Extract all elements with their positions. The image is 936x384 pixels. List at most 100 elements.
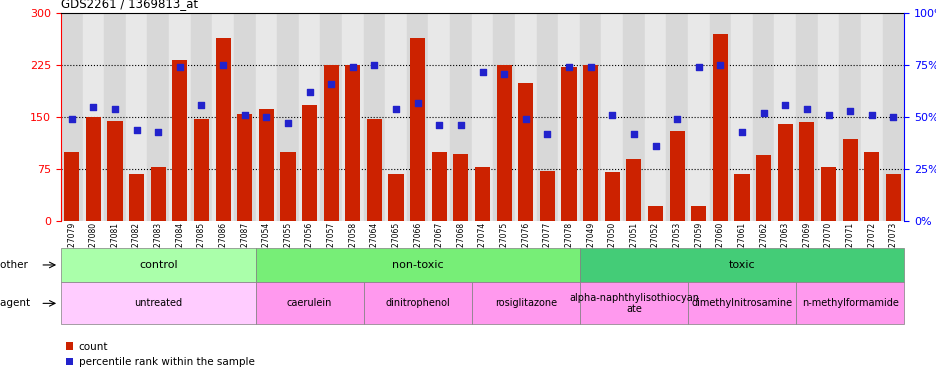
Bar xyxy=(215,38,230,221)
Point xyxy=(604,112,619,118)
Bar xyxy=(539,171,554,221)
Point xyxy=(410,99,425,106)
Bar xyxy=(256,282,363,324)
Bar xyxy=(582,65,597,221)
Point xyxy=(345,64,360,70)
Point xyxy=(496,71,511,77)
Bar xyxy=(172,60,187,221)
Bar xyxy=(320,13,342,221)
Bar xyxy=(147,13,168,221)
Bar xyxy=(151,167,166,221)
Point xyxy=(863,112,878,118)
Bar xyxy=(601,13,622,221)
Bar xyxy=(194,119,209,221)
Bar xyxy=(841,139,856,221)
Bar xyxy=(388,174,403,221)
Bar xyxy=(61,282,256,324)
Bar xyxy=(190,13,212,221)
Bar xyxy=(237,114,252,221)
Bar xyxy=(796,282,903,324)
Bar xyxy=(796,13,817,221)
Bar xyxy=(61,248,256,282)
Point xyxy=(367,62,382,68)
Bar xyxy=(691,205,706,221)
Bar xyxy=(625,159,641,221)
Bar xyxy=(515,13,536,221)
Point xyxy=(755,110,770,116)
Text: alpha-naphthylisothiocyan
ate: alpha-naphthylisothiocyan ate xyxy=(568,293,698,314)
Bar xyxy=(471,282,579,324)
Legend: count, percentile rank within the sample: count, percentile rank within the sample xyxy=(66,342,255,367)
Point xyxy=(65,116,80,122)
Text: GDS2261 / 1369813_at: GDS2261 / 1369813_at xyxy=(61,0,197,10)
Bar xyxy=(882,13,903,221)
Bar xyxy=(518,83,533,221)
Bar xyxy=(256,13,277,221)
Point xyxy=(301,89,316,95)
Bar xyxy=(561,67,576,221)
Point xyxy=(194,102,209,108)
Text: other: other xyxy=(0,260,31,270)
Point xyxy=(215,62,230,68)
Point xyxy=(258,114,273,120)
Bar xyxy=(342,13,363,221)
Bar xyxy=(363,13,385,221)
Point xyxy=(453,122,468,129)
Bar xyxy=(61,13,82,221)
Bar xyxy=(885,174,900,221)
Bar xyxy=(752,13,774,221)
Bar xyxy=(428,13,449,221)
Bar xyxy=(644,13,665,221)
Text: control: control xyxy=(139,260,177,270)
Point xyxy=(129,126,144,132)
Bar xyxy=(839,13,860,221)
Point xyxy=(151,129,166,135)
Text: untreated: untreated xyxy=(134,298,183,308)
Bar xyxy=(344,65,360,221)
Point xyxy=(431,122,446,129)
Bar xyxy=(734,174,749,221)
Bar xyxy=(258,109,273,221)
Bar xyxy=(496,65,511,221)
Point xyxy=(237,112,252,118)
Bar xyxy=(385,13,406,221)
Bar xyxy=(256,248,579,282)
Bar xyxy=(648,205,663,221)
Bar xyxy=(687,13,709,221)
Bar xyxy=(64,152,80,221)
Point xyxy=(648,143,663,149)
Bar xyxy=(712,34,727,221)
Point xyxy=(561,64,576,70)
Bar xyxy=(558,13,579,221)
Bar xyxy=(755,155,770,221)
Text: agent: agent xyxy=(0,298,34,308)
Bar xyxy=(82,13,104,221)
Bar xyxy=(860,13,882,221)
Bar xyxy=(406,13,428,221)
Bar xyxy=(323,65,339,221)
Bar xyxy=(669,131,684,221)
Point xyxy=(626,131,641,137)
Point xyxy=(388,106,403,112)
Bar xyxy=(449,13,471,221)
Point xyxy=(518,116,533,122)
Bar xyxy=(493,13,515,221)
Bar xyxy=(86,117,101,221)
Text: toxic: toxic xyxy=(728,260,754,270)
Point xyxy=(691,64,706,70)
Point xyxy=(820,112,835,118)
Text: non-toxic: non-toxic xyxy=(391,260,443,270)
Point xyxy=(475,68,490,74)
Point xyxy=(172,64,187,70)
Bar xyxy=(431,152,446,221)
Bar xyxy=(774,13,796,221)
Bar xyxy=(579,282,687,324)
Bar xyxy=(820,167,835,221)
Bar xyxy=(471,13,493,221)
Point xyxy=(669,116,684,122)
Point xyxy=(734,129,749,135)
Bar xyxy=(665,13,687,221)
Point xyxy=(539,131,554,137)
Bar xyxy=(299,13,320,221)
Text: dinitrophenol: dinitrophenol xyxy=(385,298,449,308)
